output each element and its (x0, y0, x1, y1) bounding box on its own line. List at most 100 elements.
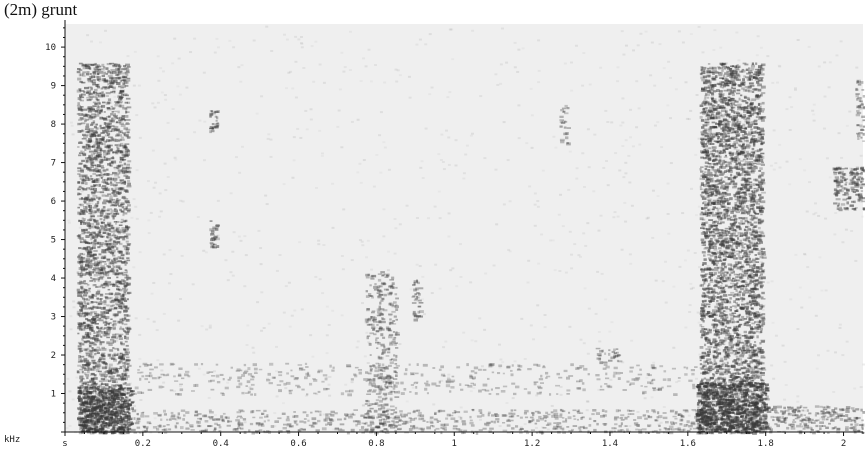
energy-cell (100, 218, 103, 220)
energy-cell (69, 425, 72, 427)
energy-cell (542, 170, 545, 172)
energy-cell (534, 204, 537, 206)
energy-cell (70, 328, 73, 330)
energy-cell (96, 367, 100, 370)
energy-cell (362, 404, 365, 406)
energy-cell (304, 110, 307, 112)
energy-cell (360, 182, 363, 184)
energy-cell (203, 374, 206, 376)
energy-cell (96, 127, 99, 129)
energy-cell (105, 318, 107, 320)
energy-cell (835, 54, 838, 56)
energy-cell (77, 78, 81, 81)
energy-cell (570, 267, 573, 269)
energy-cell (85, 182, 88, 185)
energy-cell (318, 130, 321, 132)
energy-cell (628, 181, 631, 183)
energy-cell (105, 383, 109, 386)
energy-cell (86, 34, 89, 36)
energy-cell (106, 107, 110, 109)
energy-cell (126, 55, 129, 57)
energy-cell (104, 303, 107, 305)
energy-cell (459, 276, 462, 278)
energy-cell (119, 328, 124, 330)
energy-cell (96, 93, 101, 95)
energy-cell (340, 52, 343, 54)
energy-cell (592, 190, 595, 192)
energy-cell (536, 304, 539, 306)
energy-cell (133, 198, 136, 200)
energy-cell (104, 72, 107, 75)
energy-cell (97, 340, 101, 342)
energy-cell (174, 157, 177, 159)
energy-cell (94, 377, 98, 380)
energy-cell (797, 39, 800, 41)
energy-cell (416, 217, 419, 219)
energy-cell (595, 313, 598, 315)
energy-cell (92, 173, 96, 175)
energy-cell (741, 183, 745, 186)
energy-cell (746, 69, 749, 71)
energy-cell (99, 301, 104, 303)
energy-cell (89, 128, 94, 131)
energy-cell (535, 427, 538, 429)
energy-cell (67, 220, 70, 222)
energy-cell (131, 429, 136, 431)
energy-cell (110, 301, 112, 303)
energy-cell (112, 151, 114, 153)
energy-cell (293, 159, 296, 161)
energy-cell (293, 310, 296, 312)
energy-cell (217, 46, 220, 48)
energy-cell (817, 215, 820, 217)
energy-cell (814, 212, 817, 214)
energy-cell (284, 387, 287, 389)
energy-cell (260, 330, 263, 332)
energy-cell (167, 176, 170, 178)
energy-cell (478, 317, 481, 319)
energy-cell (588, 308, 591, 310)
energy-cell (88, 66, 91, 69)
energy-cell (86, 71, 89, 73)
energy-cell (94, 284, 97, 286)
energy-cell (118, 64, 121, 66)
energy-cell (100, 424, 102, 426)
energy-cell (728, 170, 733, 173)
energy-cell (317, 243, 320, 245)
energy-cell (760, 374, 765, 376)
energy-cell (730, 306, 732, 308)
energy-cell (104, 173, 109, 176)
energy-cell (115, 68, 120, 71)
energy-cell (808, 296, 811, 298)
energy-cell (95, 323, 99, 325)
energy-cell (83, 151, 85, 154)
energy-cell (752, 148, 755, 150)
energy-cell (123, 145, 127, 148)
energy-cell (770, 364, 773, 366)
energy-cell (88, 111, 92, 113)
energy-cell (78, 358, 82, 360)
energy-cell (416, 264, 419, 266)
energy-cell (99, 357, 103, 360)
energy-cell (113, 65, 118, 67)
energy-cell (96, 369, 99, 372)
energy-cell (623, 202, 626, 204)
energy-cell (154, 182, 157, 184)
energy-cell (703, 110, 707, 112)
energy-cell (123, 280, 126, 282)
energy-cell (799, 287, 802, 289)
energy-cell (818, 65, 821, 67)
energy-cell (291, 177, 294, 179)
energy-cell (387, 269, 390, 271)
energy-cell (449, 269, 452, 271)
energy-cell (107, 133, 110, 136)
energy-cell (351, 381, 354, 383)
energy-cell (598, 331, 601, 333)
energy-cell (331, 310, 334, 312)
energy-cell (123, 365, 127, 367)
energy-cell (78, 392, 83, 394)
energy-cell (111, 188, 113, 191)
energy-cell (710, 238, 713, 240)
energy-cell (756, 261, 760, 263)
energy-cell (415, 44, 418, 46)
energy-cell (124, 200, 129, 202)
